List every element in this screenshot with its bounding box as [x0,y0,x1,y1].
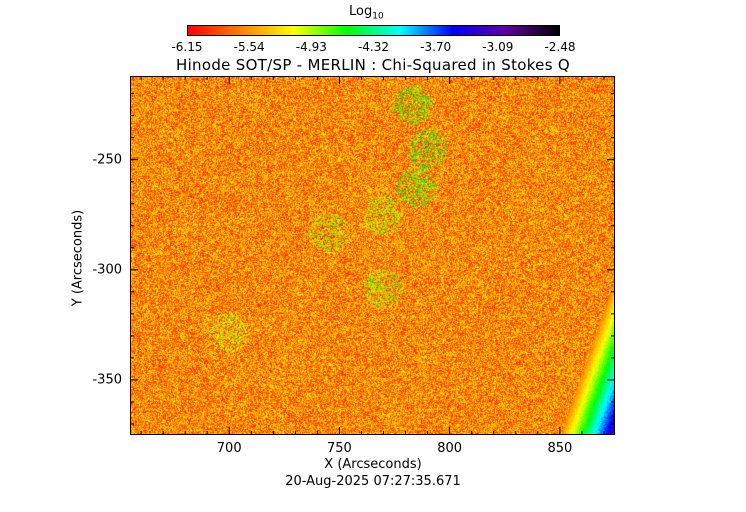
x-tick-label: 800 [437,441,463,456]
plot-frame [130,76,615,435]
colorbar-tick-label: -5.54 [233,40,265,54]
x-tick-label: 700 [216,441,242,456]
colorbar-tick-label: -4.32 [357,40,390,54]
colorbar-tick-label: -2.48 [544,40,576,54]
x-axis-label: X (Arcseconds) [324,457,422,472]
colorbar-tick-label: -6.15 [171,40,203,54]
colorbar [187,25,560,36]
colorbar-tick-label: -3.09 [482,40,514,54]
heatmap-image [130,76,615,435]
y-tick-label: -350 [92,372,122,388]
colorbar-title: Log10 [349,4,384,22]
colorbar-tick-label: -3.70 [420,40,452,54]
timestamp: 20-Aug-2025 07:27:35.671 [285,474,461,489]
x-tick-label: 750 [327,441,352,456]
colorbar-tick-label: -4.93 [295,40,327,54]
y-tick-label: -250 [92,152,122,168]
y-tick-label: -300 [92,262,122,278]
y-axis-label: Y (Arcseconds) [70,209,86,307]
chart-title: Hinode SOT/SP - MERLIN : Chi-Squared in … [176,56,570,74]
x-tick-label: 850 [547,441,573,456]
